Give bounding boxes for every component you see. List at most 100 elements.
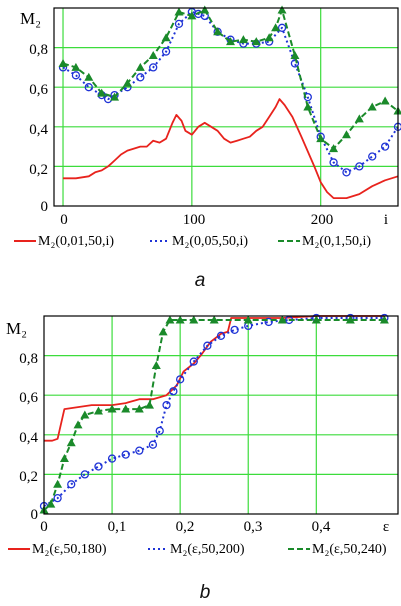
- chart-b-series-1-point-5: [107, 454, 117, 463]
- chart-b-ytick-2: 0,4: [19, 430, 38, 446]
- chart-b-series-1-point-14: [203, 341, 212, 350]
- chart-b-series-2-point-21: [345, 315, 355, 324]
- chart-a-series-2-point-26: [380, 96, 390, 105]
- chart-a-legend: M₂(0,01,50,i) M₂(0,05,50,i) M₂(0,1,50,i): [14, 234, 371, 249]
- chart-a-series-2-point-0: [58, 58, 68, 67]
- chart-a-series-1-point-1: [71, 71, 81, 80]
- chart-a-series-2-point-25: [367, 102, 377, 111]
- chart-b-xtick-4: 0,4: [312, 519, 331, 535]
- chart-b-ytick-1: 0,2: [19, 469, 38, 485]
- chart-b-series-1-point-3: [80, 470, 89, 479]
- chart-a-xtick-1: 100: [183, 212, 206, 228]
- chart-a-series-2-point-11: [200, 5, 210, 14]
- chart-a-series-1-point-8: [149, 63, 158, 72]
- chart-b-series-1-point-2: [67, 480, 76, 489]
- chart-a-series-1-point-2: [84, 83, 93, 92]
- chart-b-series-2-point-14: [165, 315, 175, 324]
- chart-b: M₂ 0 0,2 0,4 0,6 0,8 0 0,1 0,2 0,3 0,4 ε…: [6, 313, 399, 603]
- chart-b-series-1-point-18: [264, 317, 273, 327]
- chart-a-series-1-point-25: [355, 162, 364, 171]
- chart-b-series-2-point-12: [151, 361, 161, 369]
- chart-b-xtick-2: 0,2: [176, 519, 195, 535]
- chart-b-series-2-point-11: [145, 400, 155, 409]
- chart-b-frame: [43, 315, 399, 515]
- chart-a-series-1-point-7: [136, 73, 145, 82]
- chart-a-series-2-point-20: [303, 102, 313, 111]
- chart-b-series-1-point-7: [135, 446, 144, 455]
- chart-a-series-2-point-21: [316, 134, 326, 143]
- chart-b-series-1-point-16: [230, 325, 239, 335]
- chart-a-series-2-point-22: [329, 144, 339, 153]
- chart-a-xtick-2: 200: [311, 212, 334, 228]
- chart-b-series-2-point-20: [311, 315, 321, 324]
- chart-a-frame: [53, 7, 399, 207]
- chart-b-series-2-point-13: [158, 327, 168, 336]
- chart-b-series-1-point-11: [169, 387, 178, 396]
- chart-a-series-2-point-6: [135, 62, 145, 71]
- chart-a-ytick-0: 0: [41, 199, 49, 215]
- chart-a-xtick-0: 0: [60, 212, 68, 228]
- chart-b-series-1-point-4: [94, 462, 103, 471]
- chart-a-series-1-point-24: [342, 168, 351, 177]
- chart-a-series-2-point-9: [174, 7, 184, 16]
- chart-b-series-1-point-1: [53, 494, 62, 503]
- chart-b-series-2-point-5: [73, 420, 83, 429]
- chart-a-series-1-point-27: [380, 142, 390, 151]
- chart-a-ytick-1: 0,2: [29, 162, 48, 178]
- chart-b-legend-label-1: M₂(ε,50,200): [170, 542, 245, 557]
- chart-b-series-2-point-2: [53, 479, 63, 488]
- chart-a: M₂ 0 0,2 0,4 0,6 0,8 0 100 200 i M₂(0,01…: [14, 5, 401, 291]
- chart-b-series-1-point-8: [148, 440, 158, 449]
- chart-b-series-2-point-4: [66, 438, 76, 447]
- chart-a-series-2-point-1: [71, 62, 81, 71]
- chart-a-series-2-point-12: [213, 27, 223, 36]
- chart-b-series-2-point-3: [59, 454, 69, 463]
- chart-a-legend-label-2: M₂(0,1,50,i): [302, 234, 371, 249]
- chart-b-series-2-point-9: [121, 404, 131, 413]
- chart-a-legend-label-0: M₂(0,01,50,i): [38, 234, 114, 249]
- chart-b-legend: M₂(ε,50,180) M₂(ε,50,200) M₂(ε,50,240): [8, 542, 387, 557]
- chart-b-series: [39, 313, 389, 514]
- chart-a-ytick-4: 0,8: [29, 42, 48, 58]
- chart-a-series-2-point-19: [290, 51, 300, 60]
- chart-a-series-1-point-9: [161, 47, 171, 56]
- chart-a-legend-label-1: M₂(0,05,50,i): [172, 234, 248, 249]
- chart-b-ytick-0: 0: [31, 507, 39, 523]
- chart-b-legend-label-2: M₂(ε,50,240): [312, 542, 387, 557]
- chart-a-series-2-line: [62, 9, 399, 150]
- chart-b-xtick-1: 0,1: [108, 519, 127, 535]
- chart-b-series-2-point-18: [243, 315, 253, 324]
- chart-b-series-1-point-6: [121, 450, 130, 459]
- chart-a-series-2-point-24: [354, 114, 364, 123]
- chart-a-series-2-point-17: [271, 23, 281, 32]
- chart-a-ytick-2: 0,4: [29, 122, 48, 138]
- chart-b-series-2-point-1: [46, 499, 56, 508]
- chart-b-series-2-point-7: [93, 406, 103, 415]
- chart-b-series-2-point-22: [379, 315, 389, 324]
- chart-b-series-2-point-19: [277, 315, 287, 324]
- chart-a-xlabel: i: [384, 212, 388, 228]
- chart-a-series-1-point-10: [174, 19, 184, 28]
- chart-b-ytick-3: 0,6: [19, 390, 38, 406]
- chart-b-series-2-point-6: [80, 410, 90, 419]
- chart-b-series-1-point-10: [162, 400, 171, 410]
- chart-b-series-1-point-13: [189, 357, 198, 366]
- chart-b-series-1-point-15: [216, 331, 226, 340]
- chart-b-xlabel: ε: [383, 519, 389, 535]
- chart-a-series-2-point-15: [251, 37, 261, 46]
- chart-a-caption: a: [195, 270, 206, 291]
- chart-b-series-2-point-8: [107, 404, 117, 413]
- chart-b-caption: b: [200, 582, 211, 603]
- chart-b-series-2-point-15: [175, 315, 185, 324]
- chart-b-xtick-0: 0: [40, 519, 48, 535]
- chart-b-series-1-point-12: [176, 375, 185, 384]
- chart-a-series-2-point-8: [161, 33, 171, 42]
- chart-b-grid: [44, 316, 398, 514]
- chart-a-series-0-line: [63, 98, 399, 199]
- chart-b-legend-label-0: M₂(ε,50,180): [32, 542, 107, 557]
- chart-a-ylabel: M₂: [20, 9, 41, 28]
- chart-b-series-1-point-9: [155, 426, 164, 435]
- chart-a-series-1-point-19: [277, 23, 287, 32]
- chart-a-series-1-point-23: [329, 158, 338, 167]
